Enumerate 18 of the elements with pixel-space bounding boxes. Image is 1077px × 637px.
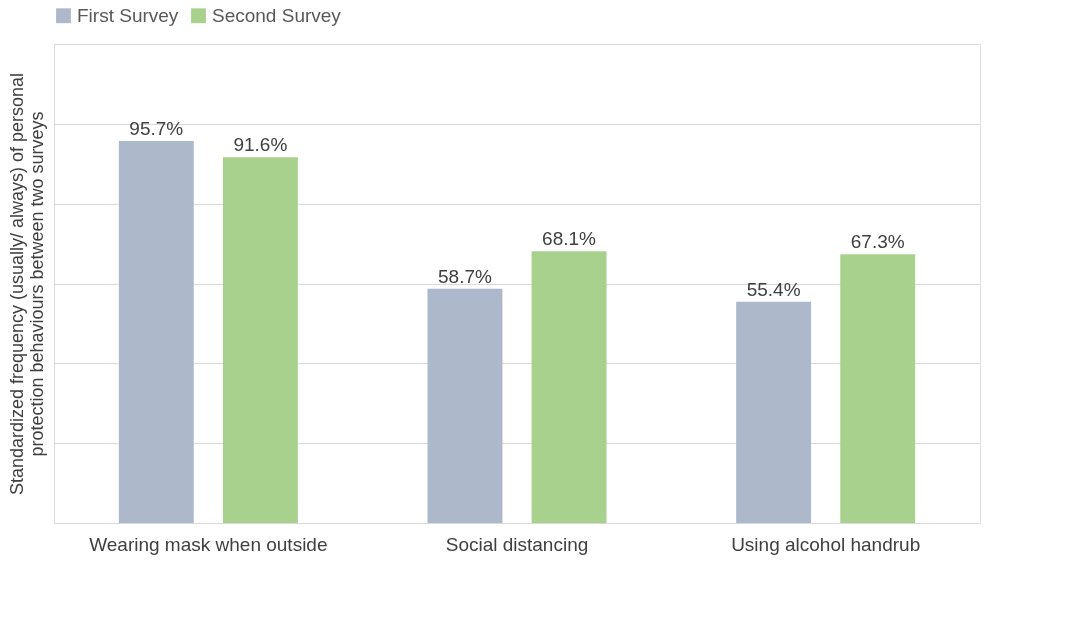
bar: [427, 288, 503, 523]
data-label: 67.3%: [850, 231, 905, 253]
bar: [118, 141, 194, 523]
legend-label: First Survey: [77, 4, 179, 26]
data-label: 58.7%: [438, 265, 492, 287]
x-tick-label: Social distancing: [445, 533, 589, 555]
data-label: 55.4%: [746, 278, 801, 300]
x-tick-label: Wearing mask when outside: [89, 533, 328, 555]
bar: [531, 251, 607, 523]
bar: [736, 301, 812, 523]
bar: [840, 254, 916, 523]
bar: [222, 157, 298, 523]
y-axis-title: Standardized frequency (usually/ always) of personal protection behaviours between two surveys: [6, 72, 47, 496]
data-label: 68.1%: [542, 228, 597, 250]
data-label: 95.7%: [129, 118, 184, 139]
legend-label: Second Survey: [212, 4, 342, 26]
data-label: 91.6%: [233, 134, 288, 156]
x-tick-label: Using alcohol handrub: [731, 533, 921, 555]
